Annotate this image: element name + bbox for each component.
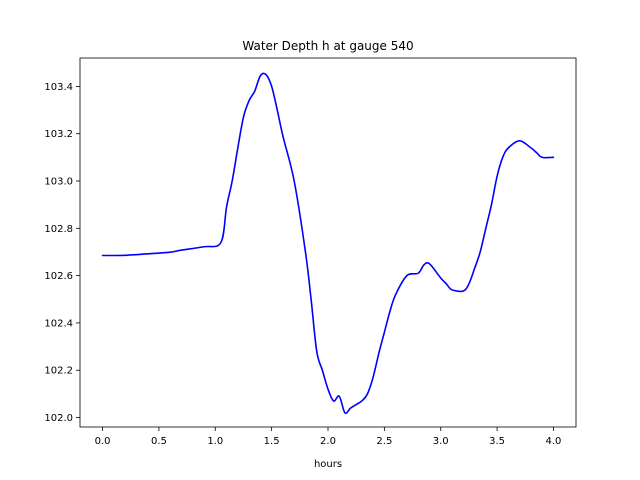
series-layer xyxy=(101,72,555,415)
y-tick-label: 102.0 xyxy=(44,413,73,424)
x-axis-label: hours xyxy=(314,459,342,470)
x-tick-label: 2.5 xyxy=(376,436,392,447)
x-tick-label: 2.0 xyxy=(320,436,336,447)
x-tick-label: 3.0 xyxy=(433,436,449,447)
plot-area-frame xyxy=(79,57,577,428)
y-tick-label: 103.2 xyxy=(44,129,73,140)
x-tick-label: 1.5 xyxy=(264,436,280,447)
y-tick-label: 103.4 xyxy=(44,82,73,93)
x-tick-label: 1.0 xyxy=(207,436,223,447)
chart-title: Water Depth h at gauge 540 xyxy=(242,39,413,53)
y-tick-label: 103.0 xyxy=(44,177,73,188)
y-tick-label: 102.4 xyxy=(44,318,73,329)
y-tick-label: 102.6 xyxy=(44,271,73,282)
x-tick-label: 0.0 xyxy=(95,436,111,447)
x-tick-label: 0.5 xyxy=(151,436,167,447)
x-axis-ticks: 0.0 0.5 1.0 1.5 2.0 2.5 3.0 3.5 4.0 xyxy=(95,427,562,447)
x-tick-label: 3.5 xyxy=(489,436,505,447)
series-line xyxy=(101,72,555,415)
x-tick-label: 4.0 xyxy=(546,436,562,447)
y-tick-label: 102.8 xyxy=(44,224,73,235)
y-axis-ticks: 102.0 102.2 102.4 102.6 102.8 103.0 103.2 103.4 xyxy=(44,82,80,424)
y-tick-label: 102.2 xyxy=(44,366,73,377)
